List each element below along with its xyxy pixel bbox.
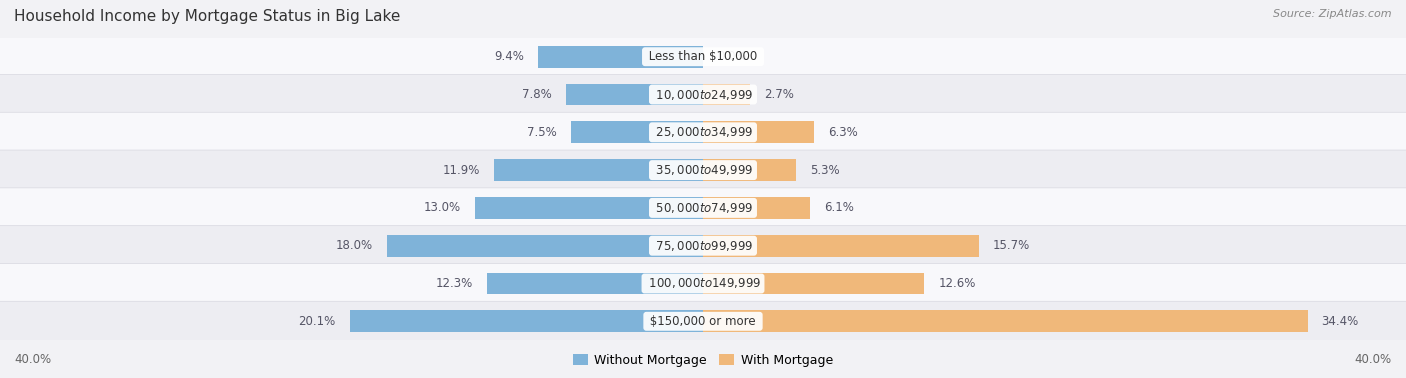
FancyBboxPatch shape [0,150,1406,190]
Bar [703,159,796,181]
Text: 18.0%: 18.0% [336,239,373,252]
Bar [475,197,703,219]
Text: 0.0%: 0.0% [717,50,747,63]
FancyBboxPatch shape [0,74,1406,115]
FancyBboxPatch shape [0,226,1406,266]
FancyBboxPatch shape [0,263,1406,304]
Bar [486,273,703,294]
Bar [703,273,925,294]
Text: 6.3%: 6.3% [828,126,858,139]
Text: $50,000 to $74,999: $50,000 to $74,999 [652,201,754,215]
Text: 12.3%: 12.3% [436,277,472,290]
Text: 5.3%: 5.3% [810,164,839,177]
Text: 9.4%: 9.4% [494,50,524,63]
Text: 6.1%: 6.1% [824,201,853,214]
Bar [703,121,814,143]
Bar [494,159,703,181]
Text: $25,000 to $34,999: $25,000 to $34,999 [652,125,754,139]
Text: Household Income by Mortgage Status in Big Lake: Household Income by Mortgage Status in B… [14,9,401,25]
Text: $35,000 to $49,999: $35,000 to $49,999 [652,163,754,177]
Bar [565,84,703,105]
Text: Less than $10,000: Less than $10,000 [645,50,761,63]
Text: 40.0%: 40.0% [1355,353,1392,366]
Text: 13.0%: 13.0% [423,201,461,214]
Text: $100,000 to $149,999: $100,000 to $149,999 [644,276,762,291]
Text: 7.5%: 7.5% [527,126,557,139]
Text: Source: ZipAtlas.com: Source: ZipAtlas.com [1274,9,1392,19]
Text: $150,000 or more: $150,000 or more [647,315,759,328]
Text: $10,000 to $24,999: $10,000 to $24,999 [652,87,754,102]
Text: 11.9%: 11.9% [443,164,479,177]
Bar [387,235,703,257]
Text: 40.0%: 40.0% [14,353,51,366]
Text: 20.1%: 20.1% [298,315,336,328]
FancyBboxPatch shape [0,188,1406,228]
Bar [703,84,751,105]
Bar [703,197,810,219]
Text: 34.4%: 34.4% [1322,315,1358,328]
Text: 7.8%: 7.8% [522,88,551,101]
Bar [350,310,703,332]
Text: 12.6%: 12.6% [939,277,976,290]
Bar [537,46,703,68]
Text: 15.7%: 15.7% [993,239,1031,252]
Legend: Without Mortgage, With Mortgage: Without Mortgage, With Mortgage [568,349,838,372]
Bar [571,121,703,143]
Text: 2.7%: 2.7% [765,88,794,101]
Bar [703,235,979,257]
FancyBboxPatch shape [0,301,1406,341]
Bar [703,310,1308,332]
Text: $75,000 to $99,999: $75,000 to $99,999 [652,239,754,253]
FancyBboxPatch shape [0,112,1406,152]
FancyBboxPatch shape [0,37,1406,77]
